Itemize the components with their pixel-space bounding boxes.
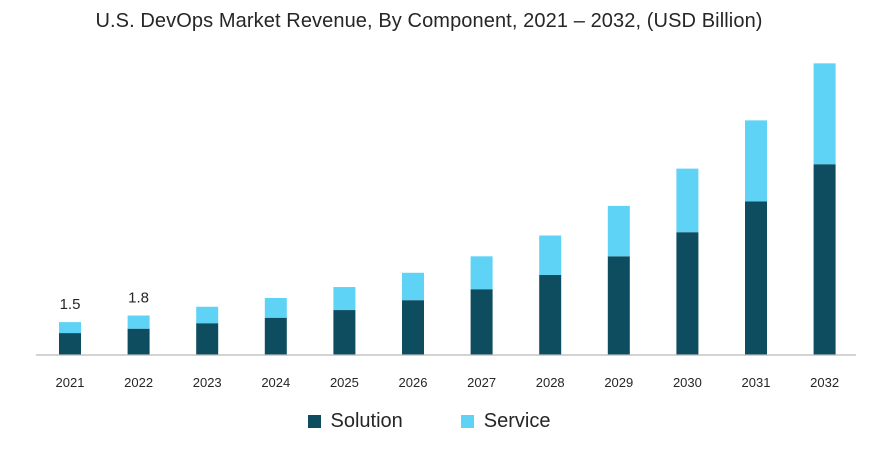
x-tick-label-2021: 2021 [56, 375, 85, 390]
bar-service-2024 [264, 297, 287, 318]
x-tick-labels: 2021 2022 2023 2024 2025 2026 2027 2028 2029 2030… [56, 375, 840, 390]
x-tick-label-2032: 2032 [810, 375, 839, 390]
data-label-2022: 1.8 [128, 290, 149, 307]
bar-service-2029 [607, 205, 630, 257]
bar-solution-2027 [470, 289, 493, 355]
x-tick-label-2031: 2031 [742, 375, 771, 390]
x-tick-label-2027: 2027 [467, 375, 496, 390]
legend-item-solution: Solution [307, 410, 403, 433]
bar-solution-2025 [333, 310, 356, 355]
data-labels: 1.5 1.8 [60, 290, 149, 314]
bar-solution-2022 [127, 328, 150, 355]
bar-solution-2028 [539, 274, 562, 355]
bar-service-2028 [539, 235, 562, 275]
x-tick-label-2026: 2026 [399, 375, 428, 390]
legend-label-service: Service [483, 410, 551, 432]
legend-label-solution: Solution [330, 410, 403, 432]
legend-item-service: Service [460, 410, 551, 433]
bar-service-2026 [402, 272, 424, 301]
bar-service-2031 [745, 120, 767, 202]
bar-solution-2029 [607, 256, 630, 355]
legend-swatch-solution [307, 415, 321, 428]
x-tick-label-2028: 2028 [536, 375, 565, 390]
bar-solution-2032 [813, 164, 836, 355]
legend: Solution Service [0, 410, 858, 433]
bar-service-2032 [813, 63, 836, 165]
chart-title: U.S. DevOps Market Revenue, By Component… [95, 10, 763, 32]
bars-layer [59, 63, 836, 355]
x-tick-label-2030: 2030 [673, 375, 702, 390]
bar-service-2025 [333, 287, 356, 311]
bar-solution-2026 [402, 300, 424, 355]
bar-solution-2030 [676, 232, 699, 355]
x-tick-label-2024: 2024 [261, 375, 290, 390]
legend-swatch-service [460, 415, 474, 428]
bar-solution-2031 [745, 201, 767, 355]
x-tick-label-2029: 2029 [604, 375, 633, 390]
bar-service-2030 [676, 168, 699, 233]
bar-solution-2023 [196, 323, 219, 355]
bar-solution-2021 [59, 333, 81, 355]
bar-service-2027 [470, 256, 493, 290]
bar-solution-2024 [264, 317, 287, 355]
x-tick-label-2025: 2025 [330, 375, 359, 390]
bar-service-2021 [59, 322, 81, 334]
x-tick-label-2023: 2023 [193, 375, 222, 390]
data-label-2021: 1.5 [60, 296, 81, 313]
bar-service-2023 [196, 306, 219, 324]
bar-service-2022 [127, 315, 150, 329]
x-tick-label-2022: 2022 [124, 375, 153, 390]
